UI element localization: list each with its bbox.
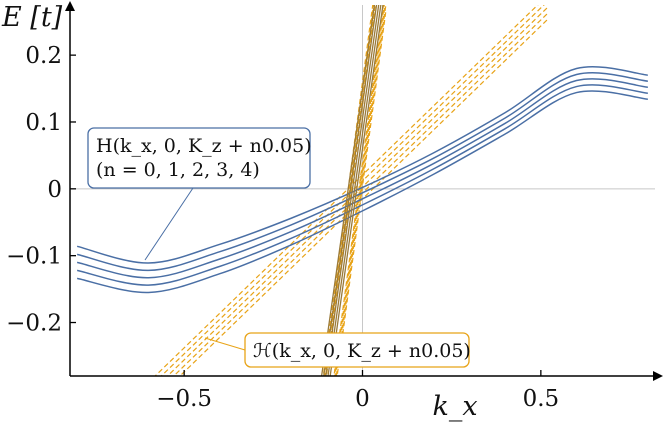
annotation-heff-line-0: ℋ(k_x, 0, K_z + n0.05) [253,340,471,362]
annotation-leader-h [144,184,196,261]
annotation-leader-heff [204,337,246,351]
x-tick-label: 0.5 [523,386,560,412]
annotation-h-line-1: (n = 0, 1, 2, 3, 4) [96,159,260,181]
effective-branch-n1 [323,5,378,376]
x-axis-arrow [653,371,663,381]
x-tick-label: −0.5 [156,386,212,412]
x-tick-label: 0 [355,386,370,412]
effective-branch-n4 [329,5,384,376]
series-line-n2 [76,78,648,279]
effective-shallow-line-n1 [160,5,545,376]
effective-shallow-line-n2 [166,6,549,376]
x-axis-label: k_x [432,391,477,422]
ticks: −0.5 0 0.5 −0.2 −0.1 0 0.1 0.2 k_x E [t] [1,2,559,422]
series-line-n3 [76,84,648,286]
axes [65,1,663,381]
annotation-h-line-0: H(k_x, 0, K_z + n0.05) [96,135,312,157]
series-line-n0 [76,65,648,264]
y-tick-label: 0.2 [25,43,62,69]
effective-branch-n0 [320,5,376,376]
y-axis-arrow [65,1,75,11]
effective-branch-n2 [325,5,380,376]
annotation-box-heff [244,332,470,368]
effective-shallow-line-n0 [154,5,539,376]
y-tick-label: 0 [47,177,62,203]
series-line-n1 [76,72,648,272]
effective-branch-n3 [327,5,382,376]
annotations: H(k_x, 0, K_z + n0.05)(n = 0, 1, 2, 3, 4… [87,127,471,368]
series-line-n4 [76,90,648,294]
annotation-box-h [87,127,311,189]
y-tick-label: −0.1 [6,244,62,270]
y-tick-label: −0.2 [6,311,62,337]
y-axis-label: E [t] [1,2,63,33]
y-tick-label: 0.1 [25,110,62,136]
